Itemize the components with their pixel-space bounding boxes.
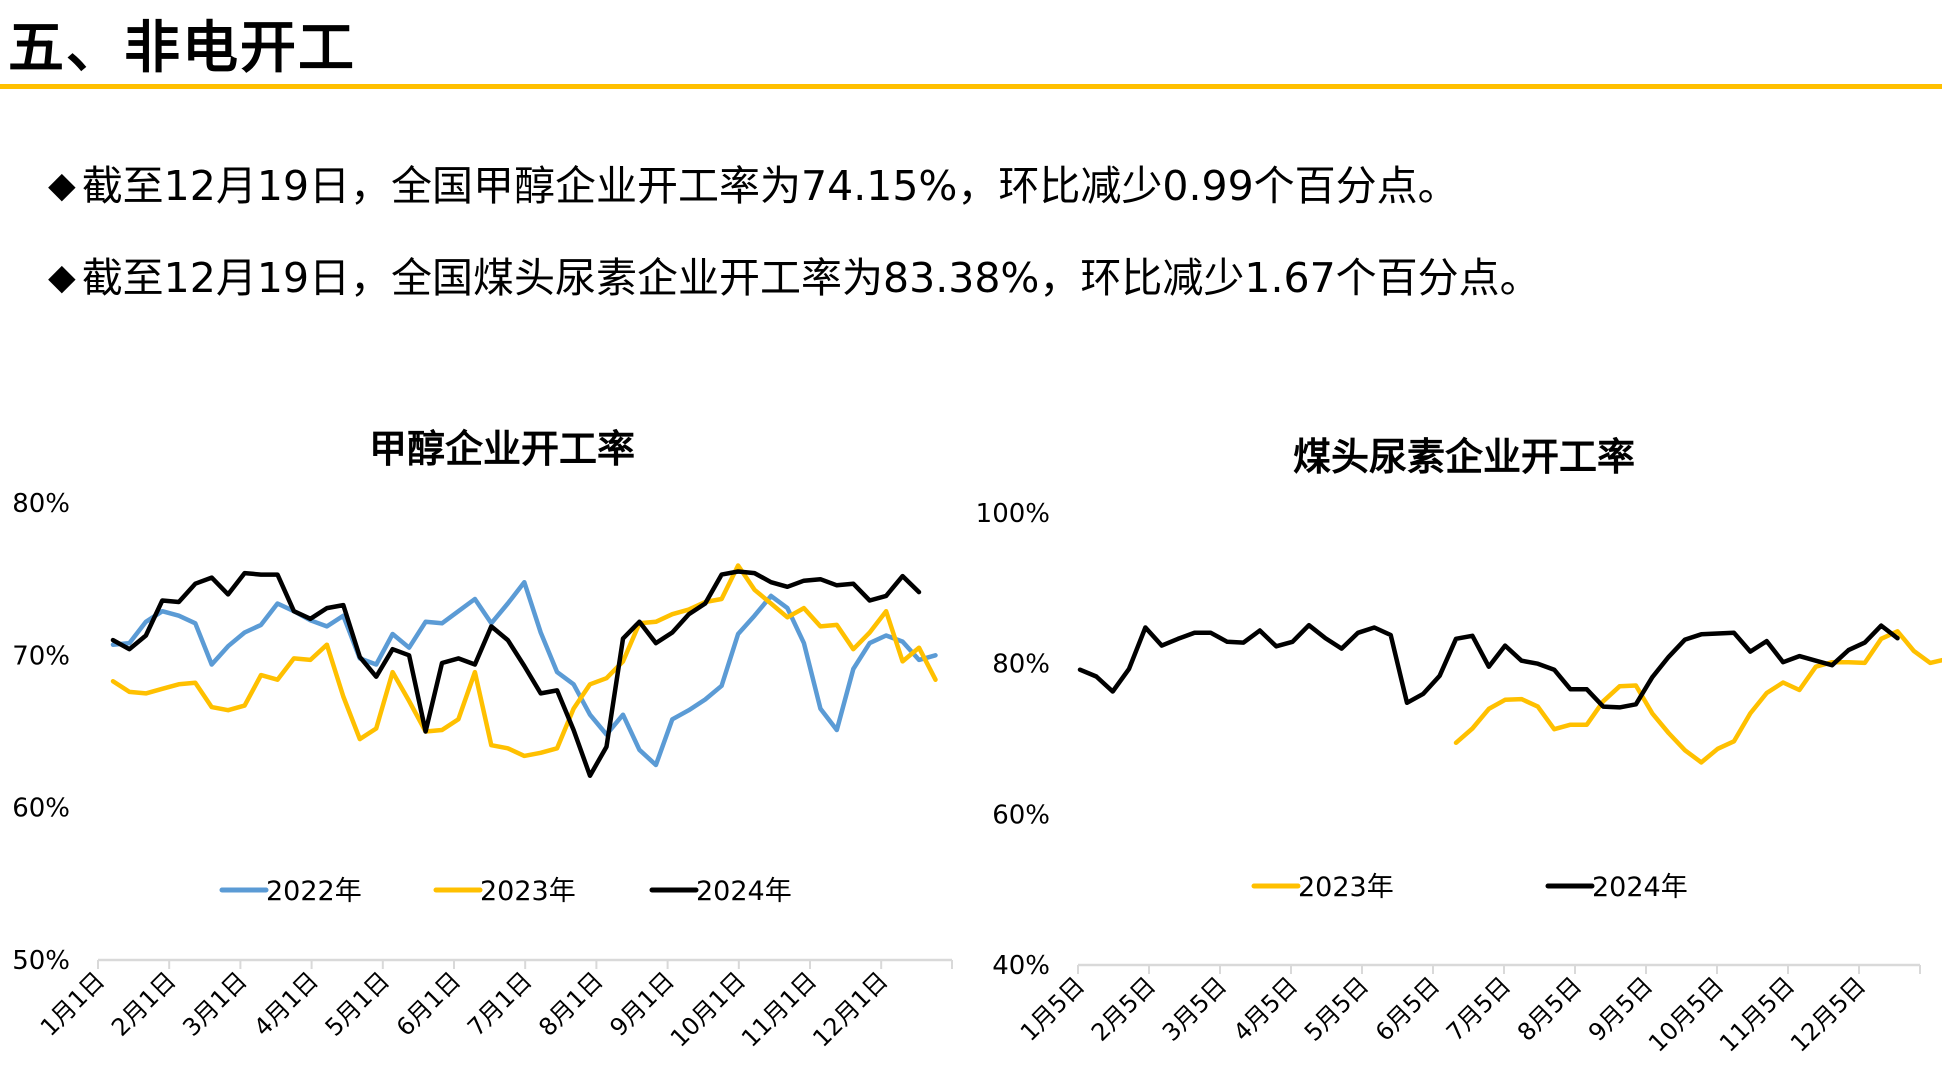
x-tick-label: 7月5日 [1441,971,1516,1046]
x-tick-label: 11月1日 [736,966,822,1052]
legend-label: 2023年 [480,876,576,907]
y-tick-label: 100% [976,499,1050,529]
legend-label: 2024年 [1592,872,1688,903]
x-tick-label: 6月5日 [1370,971,1445,1046]
diamond-bullet-icon: ◆ [48,257,76,298]
x-tick-label: 2月5日 [1086,971,1161,1046]
bullet-urea: ◆ 截至12月19日，全国煤头尿素企业开工率为83.38%，环比减少1.67个百… [48,232,1541,324]
bullet-methanol: ◆ 截至12月19日，全国甲醇企业开工率为74.15%，环比减少0.99个百分点… [48,140,1541,232]
y-tick-label: 40% [992,951,1050,981]
y-tick-label: 80% [992,650,1050,680]
series-line-2022 [110,579,938,768]
title-underline [0,84,1942,89]
chart-title: 甲醇企业开工率 [369,427,635,471]
page-title: 五、非电开工 [8,16,356,81]
x-tick-label: 12月5日 [1785,971,1871,1057]
series-line-2024 [110,569,922,778]
x-tick-label: 6月1日 [391,966,466,1041]
x-tick-label: 1月5日 [1015,971,1090,1046]
diamond-bullet-icon: ◆ [48,165,76,206]
series-line-2023 [110,563,938,759]
x-tick-label: 3月5日 [1157,971,1232,1046]
x-tick-label: 8月5日 [1512,971,1587,1046]
x-tick-label: 4月1日 [249,966,324,1041]
y-tick-label: 80% [12,489,70,519]
y-tick-label: 50% [12,946,70,976]
x-tick-label: 1月1日 [35,966,110,1041]
x-tick-label: 4月5日 [1228,971,1303,1046]
x-tick-label: 8月1日 [533,966,608,1041]
y-tick-label: 70% [12,641,70,671]
x-tick-label: 7月1日 [462,966,537,1041]
x-tick-label: 5月5日 [1299,971,1374,1046]
series-line-2023 [1453,629,1942,765]
chart-title: 煤头尿素企业开工率 [1293,435,1635,479]
series-line-2024 [1077,622,1900,710]
x-tick-label: 2月1日 [106,966,181,1041]
y-tick-label: 60% [992,800,1050,830]
x-tick-label: 3月1日 [177,966,252,1041]
urea-chart: 煤头尿素企业开工率 40% 60% 80% 100% 1月5日2月5日3月5日4月5日5月… [976,435,1942,1058]
legend-label: 2023年 [1298,872,1394,903]
bullet-text: 截至12月19日，全国煤头尿素企业开工率为83.38%，环比减少1.67个百分点… [81,254,1541,302]
x-tick-label: 12月1日 [807,966,893,1052]
x-tick-label: 10月1日 [665,966,751,1052]
bullet-text: 截至12月19日，全国甲醇企业开工率为74.15%，环比减少0.99个百分点。 [81,162,1459,210]
y-tick-label: 60% [12,794,70,824]
summary-bullets: ◆ 截至12月19日，全国甲醇企业开工率为74.15%，环比减少0.99个百分点… [48,140,1541,324]
x-tick-label: 10月5日 [1643,971,1729,1057]
legend-label: 2022年 [266,876,362,907]
x-tick-label: 11月5日 [1714,971,1800,1057]
methanol-chart: 甲醇企业开工率 50% 60% 70% 80% 1月1日2月1日3月1日4月1日5月1日6… [12,427,953,1053]
legend-label: 2024年 [696,876,792,907]
x-tick-label: 5月1日 [320,966,395,1041]
